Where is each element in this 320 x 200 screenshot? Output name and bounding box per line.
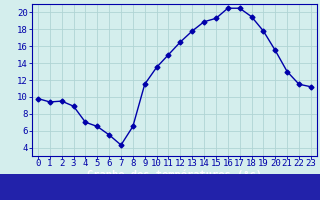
X-axis label: Graphe des températures (°c): Graphe des températures (°c) (87, 169, 262, 180)
